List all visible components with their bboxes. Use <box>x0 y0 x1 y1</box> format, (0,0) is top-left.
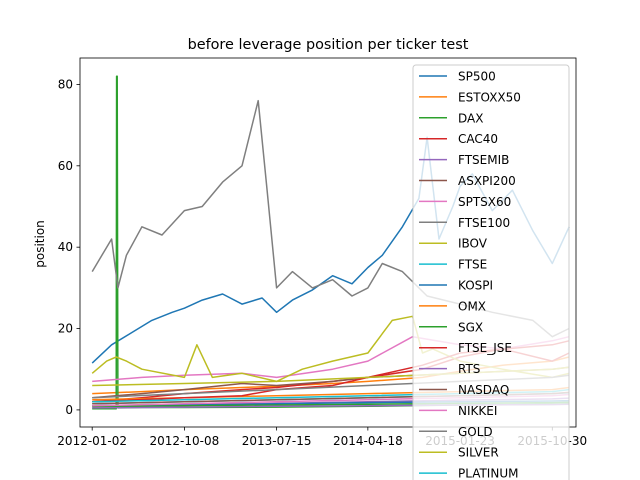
legend-entry-label: RTS <box>458 362 480 376</box>
legend: SP500 ESTOXX50 DAX CAC40 FTSEMIB ASXPI200 SPTS… <box>412 64 570 480</box>
legend-entry-label: NASDAQ <box>458 383 509 397</box>
axes-frame <box>79 57 577 428</box>
legend-entry-label: CAC40 <box>458 132 498 146</box>
legend-entry-label: NIKKEI <box>458 404 497 418</box>
x-tick-label: 2014-04-18 <box>333 434 403 448</box>
chart-title: before leverage position per ticker test <box>188 37 469 53</box>
legend-box <box>412 64 570 480</box>
legend-entry-label: FTSEMIB <box>458 153 509 167</box>
legend-entry-label: FTSE_JSE <box>458 341 512 355</box>
y-tick-label: 80 <box>58 77 73 91</box>
legend-entry-label: ASXPI200 <box>458 174 516 188</box>
legend-entry-label: SGX <box>458 320 483 334</box>
legend-entry-label: FTSE <box>458 258 487 272</box>
legend-entry-label: KOSPI <box>458 279 493 293</box>
x-tick-label: 2012-01-02 <box>57 434 127 448</box>
legend-entry-label: DAX <box>458 111 483 125</box>
legend-entry-label: SP500 <box>458 70 496 84</box>
legend-entry-label: OMX <box>458 299 486 313</box>
y-tick-label: 20 <box>58 322 73 336</box>
legend-entry-label: IBOV <box>458 237 488 251</box>
y-tick-label: 40 <box>58 240 73 254</box>
y-axis-label: position <box>33 220 47 268</box>
legend-entry-label: FTSE100 <box>458 216 510 230</box>
legend-entry-label: SILVER <box>458 446 499 460</box>
legend-entry-label: GOLD <box>458 425 493 439</box>
x-tick-label: 2012-10-08 <box>150 434 220 448</box>
x-tick-label: 2013-07-15 <box>242 434 312 448</box>
legend-entry-label: ESTOXX50 <box>458 90 521 104</box>
legend-entry-label: PLATINUM <box>458 467 518 480</box>
y-tick-label: 60 <box>58 159 73 173</box>
y-tick-label: 0 <box>65 403 73 417</box>
legend-entry-label: SPTSX60 <box>458 195 511 209</box>
